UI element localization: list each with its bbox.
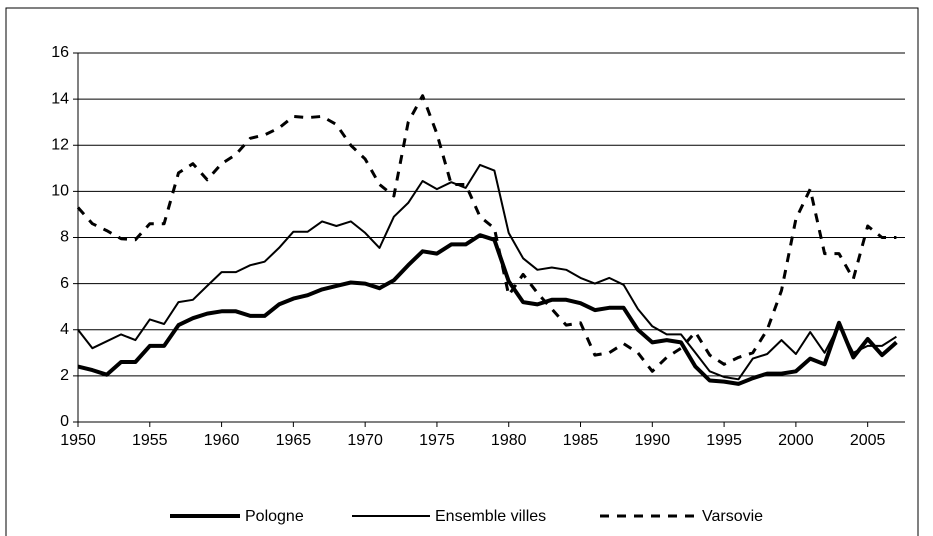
x-tick-label: 1985 — [563, 432, 599, 449]
x-tick-label: 1950 — [60, 432, 96, 449]
legend-label: Varsovie — [702, 508, 763, 525]
y-tick-label: 16 — [51, 44, 69, 61]
x-tick-label: 1980 — [491, 432, 527, 449]
y-tick-label: 10 — [51, 183, 69, 200]
y-tick-label: 12 — [51, 136, 69, 153]
chart-frame — [5, 7, 919, 536]
legend-label: Ensemble villes — [435, 508, 546, 525]
x-tick-label: 1975 — [419, 432, 455, 449]
series-line — [77, 233, 898, 386]
series-line — [76, 94, 897, 373]
x-tick-label: 1955 — [132, 432, 168, 449]
x-tick-label: 1995 — [706, 432, 742, 449]
x-tick-label: 1965 — [276, 432, 312, 449]
y-tick-label: 6 — [60, 275, 69, 292]
x-tick-label: 2005 — [850, 432, 886, 449]
y-tick-label: 8 — [60, 229, 69, 246]
legend-label: Pologne — [245, 508, 304, 525]
y-tick-label: 14 — [51, 90, 69, 107]
y-tick-label: 4 — [60, 321, 69, 338]
x-tick-label: 1990 — [635, 432, 671, 449]
x-tick-label: 1960 — [204, 432, 240, 449]
y-tick-label: 0 — [60, 413, 69, 430]
x-tick-label: 1970 — [347, 432, 383, 449]
series-line — [77, 163, 897, 381]
x-tick-label: 2000 — [778, 432, 814, 449]
y-tick-label: 2 — [60, 367, 69, 384]
